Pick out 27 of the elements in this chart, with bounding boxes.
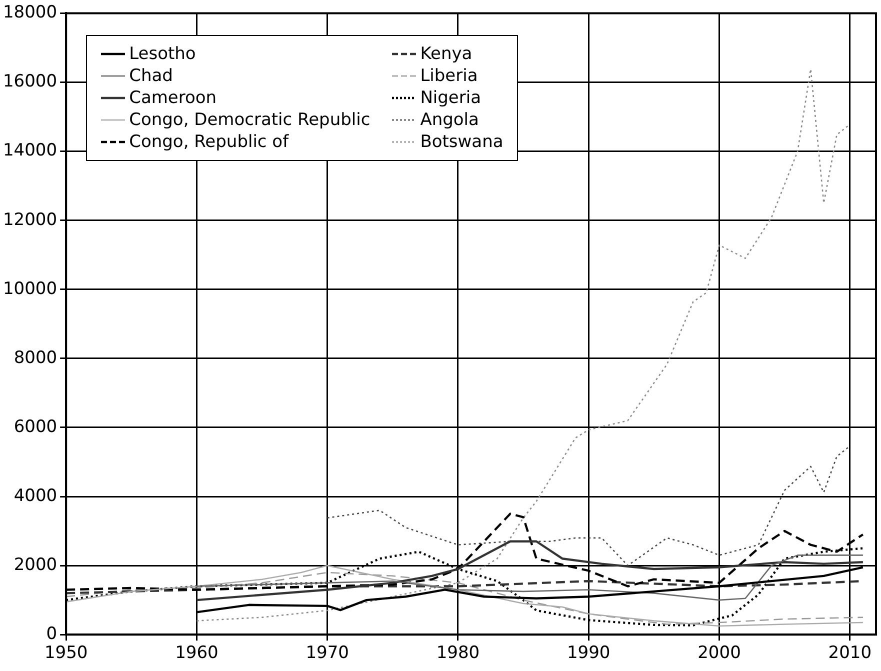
x-tick-label: 1980 <box>436 643 480 664</box>
legend-label: Congo, Democratic Republic <box>129 110 370 130</box>
y-tick-label: 16000 <box>2 72 58 92</box>
y-tick-label: 12000 <box>2 210 58 230</box>
y-tick-label: 18000 <box>2 2 58 23</box>
y-tick-label: 10000 <box>2 278 58 299</box>
legend-label: Chad <box>129 66 173 86</box>
legend-label: Liberia <box>420 66 478 86</box>
legend-label: Cameroon <box>129 88 217 108</box>
x-tick-label: 1950 <box>44 643 88 664</box>
legend-label: Kenya <box>420 44 472 64</box>
legend-label: Angola <box>420 110 479 130</box>
legend-label: Nigeria <box>420 88 482 108</box>
legend-label: Congo, Republic of <box>129 132 289 152</box>
x-tick-label: 2010 <box>828 643 872 664</box>
y-tick-label: 0 <box>46 624 58 644</box>
y-tick-label: 2000 <box>14 554 58 575</box>
y-tick-label: 8000 <box>14 348 58 368</box>
y-tick-label: 14000 <box>2 140 58 161</box>
x-tick-label: 1990 <box>566 643 610 664</box>
x-tick-label: 1960 <box>175 643 218 664</box>
y-tick-label: 6000 <box>14 416 58 437</box>
y-tick-label: 4000 <box>14 486 58 506</box>
legend-label: Lesotho <box>129 44 196 64</box>
x-tick-label: 2000 <box>698 643 741 664</box>
x-tick-label: 1970 <box>306 643 349 664</box>
legend-label: Botswana <box>420 132 504 152</box>
